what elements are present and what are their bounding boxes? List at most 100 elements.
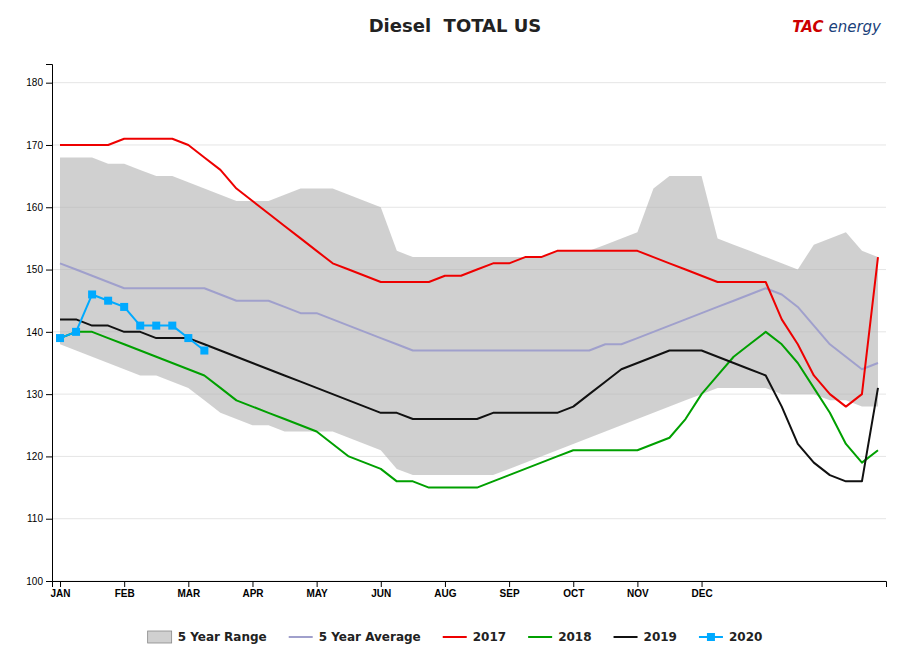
y-tick-mark: [46, 394, 52, 395]
legend-label: 2020: [729, 630, 762, 644]
title: Diesel TOTAL US: [369, 15, 542, 36]
x-tick-label: JAN: [51, 588, 71, 599]
marker: [56, 334, 64, 342]
x-tick-label: MAY: [306, 588, 328, 599]
y-tick-label: 160: [26, 202, 43, 213]
x-axis: JAN FEB MAR APR MAY JUN AUG SEP OCT NOV DEC: [51, 581, 887, 599]
legend-label: 2017: [473, 630, 506, 644]
x-tick-mark: [60, 581, 61, 587]
legend-label: 2019: [644, 630, 677, 644]
x-tick-label: OCT: [563, 588, 584, 599]
x-tick: DEC: [691, 581, 712, 599]
x-tick: MAR: [177, 581, 201, 599]
y-tick-label: 140: [26, 327, 43, 338]
legend-swatch: [443, 636, 467, 638]
marker: [136, 322, 144, 330]
marker: [104, 297, 112, 305]
marker: [200, 347, 208, 355]
y-tick: 120: [26, 451, 52, 462]
legend-label: 2018: [558, 630, 591, 644]
x-tick: SEP: [500, 581, 520, 599]
y-tick-mark: [46, 270, 52, 271]
y-tick-mark: [46, 519, 52, 520]
x-tick-mark: [381, 581, 382, 587]
x-tick-label: APR: [242, 588, 264, 599]
legend-swatch: [289, 636, 313, 638]
y-tick: 140: [26, 327, 52, 338]
x-tick-label: DEC: [691, 588, 712, 599]
grid-line: [52, 518, 886, 519]
y-tick-mark: [46, 207, 52, 208]
marker: [152, 322, 160, 330]
y-tick-mark: [46, 145, 52, 146]
y-tick-label: 120: [26, 451, 43, 462]
x-tick: APR: [242, 581, 264, 599]
x-tick-label: JUN: [371, 588, 391, 599]
annotations: TAC energy: [792, 18, 882, 36]
line: [60, 294, 204, 350]
y-tick: 170: [26, 140, 52, 151]
legend-item: 2019: [614, 630, 677, 644]
legend-swatch: [528, 636, 552, 638]
y-axis: 100 110 120 130 140 150 160 170 180: [26, 65, 52, 587]
x-tick: MAY: [306, 581, 328, 599]
y-tick-label: 130: [26, 389, 43, 400]
x-tick-mark: [124, 581, 125, 587]
legend-item: 5 Year Average: [289, 630, 421, 644]
x-tick-mark: [252, 581, 253, 587]
y-tick-label: 170: [26, 140, 43, 151]
x-tick-label: SEP: [500, 588, 520, 599]
marker: [88, 290, 96, 298]
y-tick-mark: [46, 456, 52, 457]
legend-item: 5 Year Range: [148, 630, 267, 644]
marks: [56, 139, 878, 488]
y-axis-line: [46, 65, 53, 582]
marker: [168, 322, 176, 330]
chart: Diesel TOTAL USTACenergyJANFEBMARAPRMAYJ…: [0, 0, 910, 659]
x-axis-line: [53, 582, 887, 588]
legend-swatch: [614, 636, 638, 638]
y-tick: 180: [26, 77, 52, 88]
y-tick: 160: [26, 202, 52, 213]
legend-item: 2018: [528, 630, 591, 644]
y-tick: 130: [26, 389, 52, 400]
grid: [52, 83, 886, 581]
legend-item: 2017: [443, 630, 506, 644]
legend-label: 5 Year Range: [178, 630, 267, 644]
x-tick-mark: [317, 581, 318, 587]
plot: JANFEBMARAPRMAYJUNAUGSEPOCTNOVDEC1001101…: [26, 65, 886, 600]
x-tick: JAN: [51, 581, 71, 599]
x-tick-label: AUG: [434, 588, 456, 599]
y-tick-mark: [46, 332, 52, 333]
x-tick-mark: [445, 581, 446, 587]
legend-item: 2020: [699, 630, 762, 644]
range-band: [60, 157, 878, 475]
grid-line: [52, 144, 886, 145]
x-tick: OCT: [563, 581, 584, 599]
y-tick-label: 100: [26, 576, 43, 587]
x-tick: AUG: [434, 581, 456, 599]
x-tick: JUN: [371, 581, 391, 599]
x-tick-mark: [637, 581, 638, 587]
x-tick-mark: [702, 581, 703, 587]
y-tick-mark: [46, 581, 52, 582]
annotation: energy: [828, 18, 882, 36]
y-tick-label: 110: [27, 513, 43, 524]
marker: [184, 334, 192, 342]
x-tick-mark: [509, 581, 510, 587]
marker: [72, 328, 80, 336]
annotation: TAC: [792, 18, 823, 36]
y-tick: 110: [27, 513, 52, 524]
marker: [120, 303, 128, 311]
legend: 5 Year Range 5 Year Average 2017 2018 2019 20…: [148, 630, 763, 644]
grid-line: [52, 82, 886, 83]
x-tick: NOV: [627, 581, 649, 599]
y-tick-label: 180: [26, 77, 43, 88]
x-tick: FEB: [115, 581, 135, 599]
x-tick-label: NOV: [627, 588, 649, 599]
y-tick: 150: [26, 264, 52, 275]
legend-swatch: [148, 631, 172, 643]
x-tick-label: FEB: [115, 588, 135, 599]
x-tick-mark: [573, 581, 574, 587]
x-tick-label: MAR: [177, 588, 201, 599]
